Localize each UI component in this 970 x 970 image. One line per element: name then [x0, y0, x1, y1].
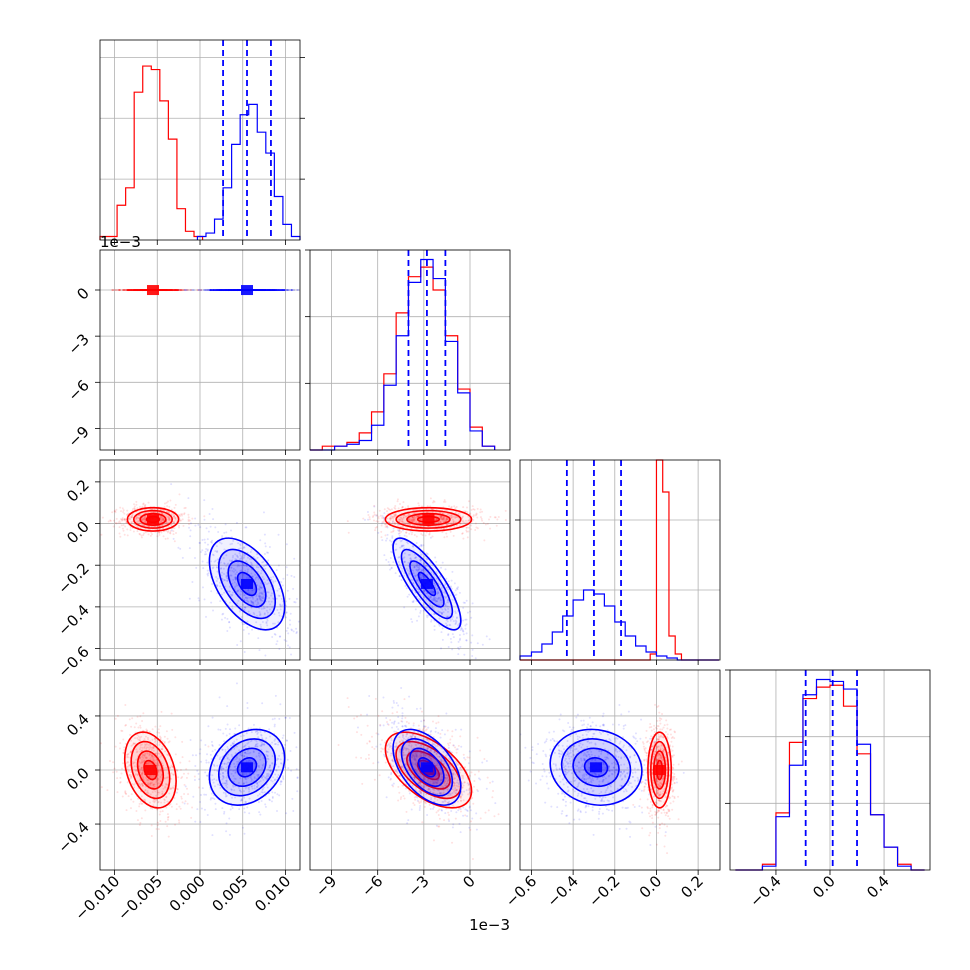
yaxis-offset-1: 1e−3 [100, 233, 141, 251]
xtick-label-0-2: 0.000 [166, 872, 209, 915]
ytick-label-1-2: −3 [64, 330, 92, 358]
scatter-3-2-series-1 [520, 704, 685, 847]
ytick-label-2-1: −0.4 [54, 601, 92, 639]
panel-2-1 [309, 459, 511, 661]
xtick-label-2-2: −0.2 [585, 872, 623, 910]
ytick-label-3-0: −0.4 [54, 818, 92, 856]
xtick-label-0-4: 0.010 [251, 872, 294, 915]
hist-1-series-1 [310, 258, 496, 451]
grid-3-3 [730, 669, 930, 870]
contours-3-0-series-0 [123, 731, 177, 809]
xtick-label-1-0: −9 [312, 872, 340, 900]
ytick-label-2-0: −0.6 [54, 643, 92, 681]
xtick-label-0-0: −0.010 [71, 872, 123, 924]
xtick-label-0-3: 0.005 [208, 872, 251, 915]
ytick-label-2-4: 0.2 [63, 476, 93, 506]
contours-1-0-series-1 [208, 285, 286, 296]
hist-3-series-1 [735, 678, 925, 871]
hist-2-series-1 [519, 589, 719, 661]
ytick-label-1-0: −9 [64, 423, 92, 451]
contours-3-2-series-1 [549, 728, 643, 806]
xtick-label-1-2: −3 [404, 872, 432, 900]
xtick-label-3-0: −0.4 [746, 872, 784, 910]
panel-2-2 [519, 459, 721, 661]
grid-1-1 [310, 249, 510, 450]
ytick-label-3-1: 0.0 [63, 764, 93, 794]
grid-2-0 [100, 460, 300, 660]
ytick-label-1-3: 0 [73, 284, 92, 303]
contours-3-1-series-1 [392, 728, 462, 806]
grid-1-0 [100, 250, 300, 450]
ytick-label-2-2: −0.2 [54, 559, 92, 597]
ytick-label-1-1: −6 [64, 376, 92, 404]
hist-0-series-0 [99, 65, 204, 240]
contours-1-0-series-0 [126, 285, 180, 296]
xtick-label-2-1: −0.4 [543, 872, 581, 910]
grid-3-2 [520, 670, 720, 870]
contours-2-0-series-1 [208, 537, 286, 631]
xtick-label-1-3: 0 [459, 872, 478, 891]
xaxis-offset-1: 1e−3 [469, 916, 510, 934]
xtick-label-2-0: −0.6 [502, 872, 540, 910]
ytick-label-2-3: 0.0 [63, 518, 93, 548]
hist-0-series-1 [196, 103, 301, 240]
xtick-label-3-2: 0.4 [863, 872, 893, 902]
xtick-label-1-1: −6 [358, 872, 386, 900]
ytick-label-3-2: 0.4 [63, 710, 93, 740]
contours-2-1-series-1 [392, 537, 462, 631]
xtick-label-0-1: −0.005 [114, 872, 166, 924]
grid-0-0 [100, 40, 300, 240]
hist-2-series-0 [520, 459, 719, 661]
hist-1-series-0 [310, 266, 496, 451]
contours-2-1-series-0 [384, 506, 473, 532]
panel-1-1 [309, 249, 511, 451]
panel-3-2 [519, 669, 721, 871]
xtick-label-2-4: 0.2 [677, 872, 707, 902]
contours-3-0-series-1 [208, 728, 286, 806]
xtick-label-3-1: 0.0 [809, 872, 839, 902]
xtick-label-2-3: 0.0 [636, 872, 666, 902]
grid-2-2 [520, 460, 720, 660]
contours-3-2-series-0 [647, 731, 673, 809]
panel-3-1 [309, 669, 511, 871]
contours-2-0-series-0 [126, 506, 180, 532]
